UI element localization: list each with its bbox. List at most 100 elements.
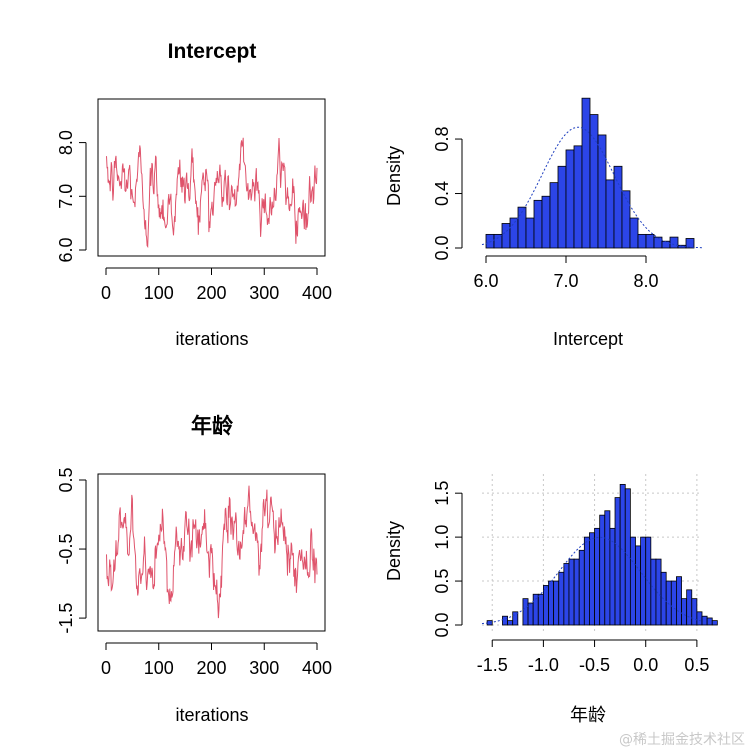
x-tick-label: 100 <box>144 658 174 678</box>
x-tick-label: 200 <box>196 658 226 678</box>
y-tick-label: -0.5 <box>56 534 76 565</box>
trace-line <box>106 485 318 619</box>
x-tick-label: 300 <box>249 283 279 303</box>
watermark-text: @稀土掘金技术社区 <box>619 732 745 748</box>
histogram-bar <box>653 236 663 249</box>
histogram-bar <box>565 149 575 249</box>
x-tick-label: 0 <box>101 658 111 678</box>
histogram-bar <box>522 598 529 626</box>
intercept-density-y-axis: 0.0 0.4 0.8 <box>432 127 463 261</box>
histogram-bar <box>548 580 555 626</box>
histogram-bar <box>613 165 623 249</box>
age-density-x-axis: -1.5 -1.0 -0.5 0.0 0.5 <box>477 639 709 675</box>
y-tick-label: 1.5 <box>432 481 452 506</box>
histogram-bar <box>542 585 549 626</box>
histogram-bar <box>621 190 631 249</box>
histogram-bar <box>629 217 639 249</box>
y-tick-label: 7.0 <box>56 184 76 209</box>
x-tick-label: -1.5 <box>477 655 508 675</box>
intercept-trace-panel: Intercept 0 100 200 300 400 6.0 7.0 8.0 iterat… <box>56 40 332 349</box>
x-tick-label: 300 <box>249 658 279 678</box>
histogram-bar <box>541 195 551 249</box>
histogram-bar <box>619 483 626 626</box>
intercept-trace-title: Intercept <box>168 40 257 63</box>
x-tick-label: 7.0 <box>553 271 578 291</box>
histogram-bar <box>568 558 575 626</box>
histogram-bar <box>676 576 682 626</box>
intercept-density-x-axis: 6.0 7.0 8.0 <box>473 255 659 291</box>
histogram-bar <box>512 611 519 626</box>
histogram-bar <box>624 488 631 626</box>
intercept-trace-plot-area <box>106 137 318 249</box>
histogram-bar <box>691 598 698 626</box>
histogram-bar <box>557 165 567 249</box>
histogram-bar <box>696 611 703 626</box>
histogram-bar <box>701 615 708 626</box>
histogram-bar <box>581 97 591 249</box>
age-trace-frame <box>97 473 326 632</box>
y-tick-label: 0.8 <box>432 127 452 152</box>
intercept-density-panel: 6.0 7.0 8.0 0.0 0.4 0.8 Intercept Density <box>384 97 703 349</box>
x-tick-label: -1.0 <box>528 655 559 675</box>
histogram-bar <box>537 593 544 626</box>
x-tick-label: 200 <box>196 283 226 303</box>
histogram-bar <box>501 223 511 249</box>
age-trace-plot-area <box>106 485 318 619</box>
histogram-bar <box>485 233 495 249</box>
intercept-density-plot-area <box>481 97 703 249</box>
histogram-bar <box>650 558 657 626</box>
histogram-bar <box>563 563 570 626</box>
y-tick-label: 1.0 <box>432 525 452 550</box>
histogram-bar <box>517 206 527 249</box>
y-tick-label: -1.5 <box>56 603 76 634</box>
age-density-panel: -1.5 -1.0 -0.5 0.0 0.5 0.0 0.5 1.0 1.5 年龄 Densi… <box>384 474 718 725</box>
histogram-bar <box>609 527 616 626</box>
histogram-bar <box>681 598 688 626</box>
histogram-bar <box>527 602 534 626</box>
histogram-bar <box>670 580 677 626</box>
histogram-bar <box>614 497 621 626</box>
age-density-plot-area <box>481 483 718 626</box>
age-density-xlabel: 年龄 <box>570 705 606 725</box>
histogram-bar <box>605 179 615 249</box>
histogram-bar <box>578 549 585 626</box>
x-tick-label: -0.5 <box>579 655 610 675</box>
age-density-y-axis: 0.0 0.5 1.0 1.5 <box>432 481 463 638</box>
y-tick-label: 0.4 <box>432 181 452 206</box>
histogram-bar <box>711 620 718 626</box>
age-trace-y-axis: -1.5 -0.5 0.5 <box>56 467 87 634</box>
histogram-bar <box>589 532 595 626</box>
histogram-bar <box>604 510 611 626</box>
y-tick-label: 6.0 <box>56 237 76 262</box>
histogram-bar <box>635 545 642 626</box>
x-tick-label: 0 <box>101 283 111 303</box>
trace-line <box>106 137 318 249</box>
histogram-bar <box>553 580 560 626</box>
intercept-trace-x-axis: 0 100 200 300 400 <box>101 267 332 303</box>
histogram-bar <box>706 617 713 626</box>
histogram-bar <box>637 233 647 249</box>
histogram-bar <box>549 182 559 249</box>
histogram-bar <box>669 236 679 249</box>
age-trace-title: 年龄 <box>191 414 234 438</box>
histogram-bar <box>507 620 514 626</box>
x-tick-label: 8.0 <box>633 271 658 291</box>
y-tick-label: 0.5 <box>432 569 452 594</box>
histogram-bar <box>509 217 519 249</box>
histogram-bar <box>558 571 565 626</box>
intercept-trace-xlabel: iterations <box>175 329 248 349</box>
y-tick-label: 0.0 <box>432 235 452 260</box>
y-tick-label: 8.0 <box>56 130 76 155</box>
histogram-bar <box>640 536 647 626</box>
age-trace-x-axis: 0 100 200 300 400 <box>101 642 332 678</box>
x-tick-label: 6.0 <box>473 271 498 291</box>
y-tick-label: 0.0 <box>432 612 452 637</box>
x-tick-label: 100 <box>144 283 174 303</box>
intercept-trace-y-axis: 6.0 7.0 8.0 <box>56 130 87 263</box>
density-curve <box>481 126 703 249</box>
histogram-bar <box>525 217 535 249</box>
histogram-bar <box>573 558 580 626</box>
intercept-density-xlabel: Intercept <box>553 329 623 349</box>
histogram-bar <box>665 580 672 626</box>
x-tick-label: 400 <box>302 658 332 678</box>
